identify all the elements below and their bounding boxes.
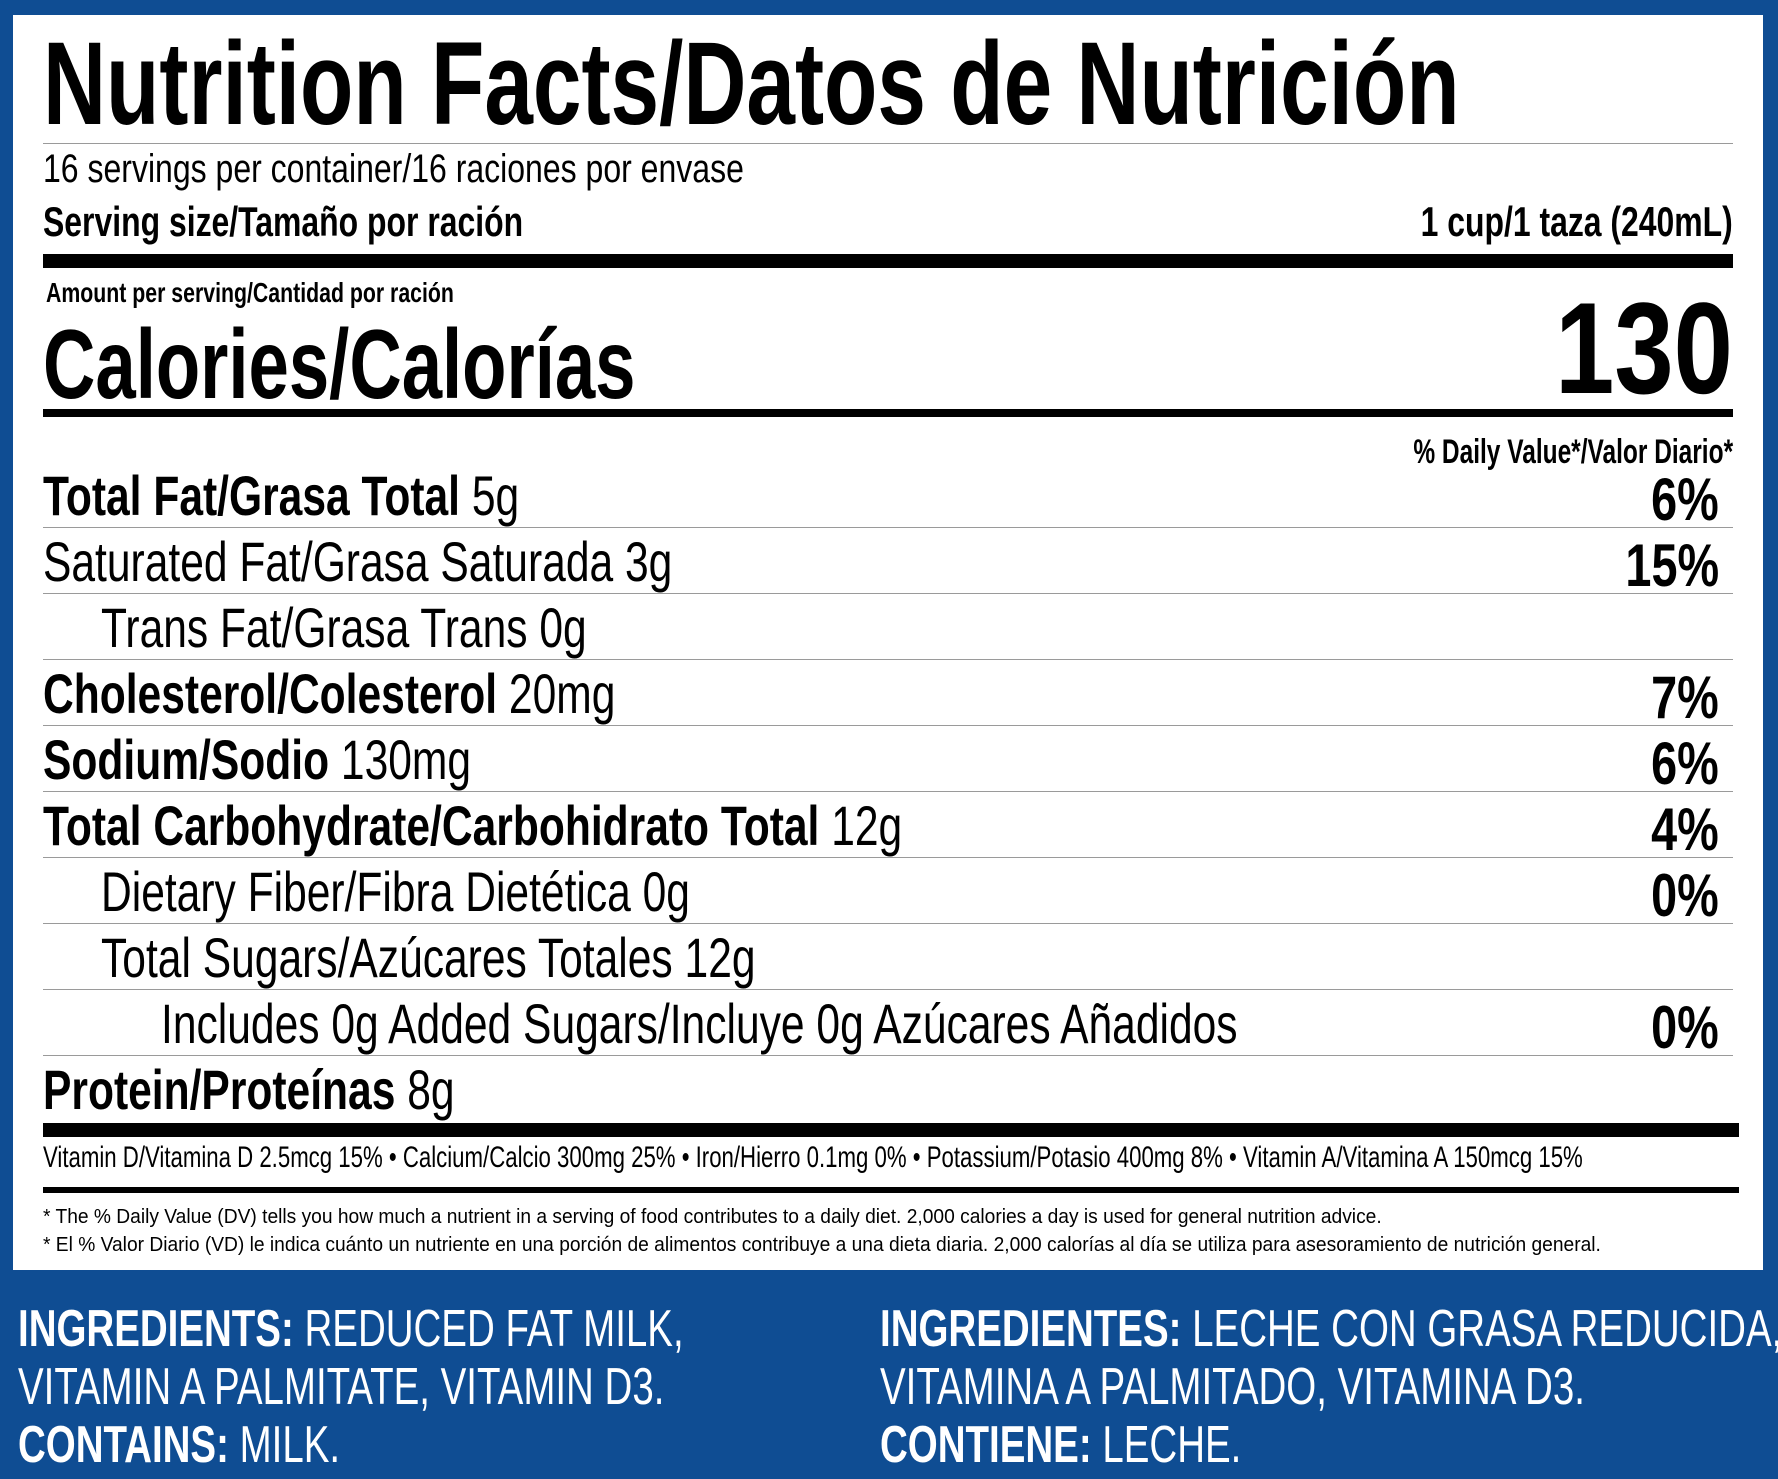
nutrient-row-dietary-fiber: Dietary Fiber/Fibra Dietética 0g 0% xyxy=(43,858,1733,929)
calories-label: Calories/Calorías xyxy=(43,309,636,419)
nutrient-label: Total Sugars/Azúcares Totales xyxy=(101,926,673,989)
nutrient-label: Saturated Fat/Grasa Saturada xyxy=(43,530,614,593)
ingredients-text: VITAMINA A PALMITADO, VITAMINA D3. xyxy=(880,1358,1585,1416)
nutrition-facts-panel: Nutrition Facts/Datos de Nutrición 16 se… xyxy=(13,15,1763,1270)
contains-label: CONTAINS: xyxy=(18,1416,229,1474)
divider-medium xyxy=(43,1187,1739,1193)
nutrient-label: Total Carbohydrate/Carbohidrato Total xyxy=(43,794,820,857)
nutrient-amount: 130mg xyxy=(340,728,472,791)
nutrient-label: Trans Fat/Grasa Trans xyxy=(101,596,528,659)
daily-value-header: % Daily Value*/Valor Diario* xyxy=(1413,433,1733,471)
ingredients-label: INGREDIENTES: xyxy=(880,1300,1182,1358)
nutrient-row-trans-fat: Trans Fat/Grasa Trans 0g xyxy=(43,594,1733,660)
nutrient-amount: 20mg xyxy=(508,662,616,725)
contains-text: MILK. xyxy=(239,1416,341,1474)
nutrient-label: Includes 0g Added Sugars/Incluye 0g Azúc… xyxy=(161,992,1238,1055)
nutrient-label: Sodium/Sodio xyxy=(43,728,330,791)
nutrient-row-saturated-fat: Saturated Fat/Grasa Saturada 3g 15% xyxy=(43,528,1733,599)
row-divider xyxy=(43,989,1733,990)
servings-per-container: 16 servings per container/16 raciones po… xyxy=(43,147,744,191)
nutrient-row-added-sugars: Includes 0g Added Sugars/Incluye 0g Azúc… xyxy=(43,990,1733,1061)
amount-per-serving: Amount per serving/Cantidad por ración xyxy=(46,277,454,308)
nutrient-dv: 0% xyxy=(1651,862,1719,929)
nutrient-row-total-carbohydrate: Total Carbohydrate/Carbohidrato Total 12… xyxy=(43,792,1733,863)
row-divider xyxy=(43,725,1733,726)
divider-medium xyxy=(43,409,1733,417)
ingredients-text: VITAMIN A PALMITATE, VITAMIN D3. xyxy=(18,1358,665,1416)
nutrient-label: Protein/Proteínas xyxy=(43,1058,396,1121)
calories-value: 130 xyxy=(1555,275,1733,421)
ingredients-label: INGREDIENTS: xyxy=(18,1300,294,1358)
nutrient-amount: 3g xyxy=(624,530,673,593)
nutrient-amount: 12g xyxy=(684,926,756,989)
nutrient-label: Cholesterol/Colesterol xyxy=(43,662,498,725)
nutrient-amount: 12g xyxy=(831,794,903,857)
nutrient-dv: 15% xyxy=(1625,532,1719,599)
footnote-english: * The % Daily Value (DV) tells you how m… xyxy=(43,1206,1382,1228)
contains-text: LECHE. xyxy=(1102,1416,1242,1474)
nutrient-dv: 6% xyxy=(1651,466,1719,533)
nutrient-dv: 6% xyxy=(1651,730,1719,797)
row-divider xyxy=(43,791,1733,792)
nutrient-row-total-fat: Total Fat/Grasa Total 5g 6% xyxy=(43,462,1733,533)
nutrient-dv: 0% xyxy=(1651,994,1719,1061)
nutrient-amount: 8g xyxy=(407,1058,455,1121)
nutrient-row-total-sugars: Total Sugars/Azúcares Totales 12g xyxy=(43,924,1733,990)
ingredients-spanish: INGREDIENTES: LECHE CON GRASA REDUCIDA, … xyxy=(880,1300,1778,1474)
contains-label: CONTIENE: xyxy=(880,1416,1092,1474)
ingredients-text: LECHE CON GRASA REDUCIDA, xyxy=(1192,1300,1778,1358)
serving-size-value: 1 cup/1 taza (240mL) xyxy=(1420,198,1733,245)
vitamins-minerals-line: Vitamin D/Vitamina D 2.5mcg 15% • Calciu… xyxy=(43,1141,1583,1174)
serving-size-label: Serving size/Tamaño por ración xyxy=(43,198,524,245)
nutrient-label: Total Fat/Grasa Total xyxy=(43,464,461,527)
nutrient-dv: 7% xyxy=(1651,664,1719,731)
row-divider xyxy=(43,593,1733,594)
row-divider xyxy=(43,923,1733,924)
ingredients-english: INGREDIENTS: REDUCED FAT MILK, VITAMIN A… xyxy=(18,1300,918,1474)
divider-thick xyxy=(43,254,1733,268)
nutrient-amount: 0g xyxy=(642,860,690,923)
row-divider xyxy=(43,857,1733,858)
nutrient-amount: 5g xyxy=(471,464,520,527)
nutrient-amount: 0g xyxy=(539,596,587,659)
nutrient-row-sodium: Sodium/Sodio 130mg 6% xyxy=(43,726,1733,797)
divider-thin xyxy=(43,143,1733,144)
ingredients-text: REDUCED FAT MILK, xyxy=(304,1300,684,1358)
nutrition-facts-title: Nutrition Facts/Datos de Nutrición xyxy=(43,18,1460,150)
nutrient-dv: 4% xyxy=(1651,796,1719,863)
row-divider xyxy=(43,527,1733,528)
footnote-spanish: * El % Valor Diario (VD) le indica cuánt… xyxy=(43,1234,1601,1256)
divider-thick xyxy=(43,1123,1739,1137)
row-divider xyxy=(43,659,1733,660)
nutrient-label: Dietary Fiber/Fibra Dietética xyxy=(101,860,631,923)
nutrient-row-cholesterol: Cholesterol/Colesterol 20mg 7% xyxy=(43,660,1733,731)
row-divider xyxy=(43,1055,1733,1056)
nutrient-row-protein: Protein/Proteínas 8g xyxy=(43,1056,1733,1122)
